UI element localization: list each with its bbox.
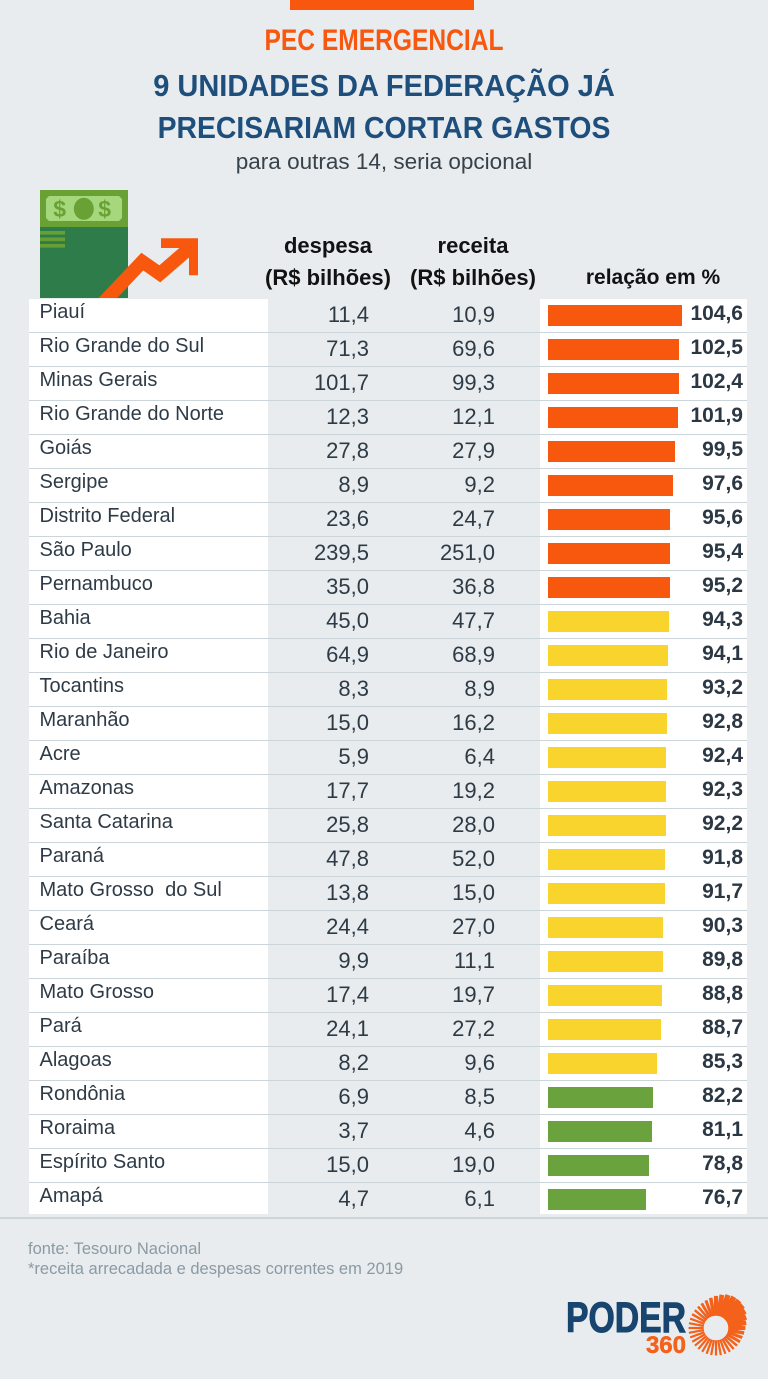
- svg-text:$: $: [53, 196, 66, 222]
- svg-text:$: $: [98, 196, 111, 222]
